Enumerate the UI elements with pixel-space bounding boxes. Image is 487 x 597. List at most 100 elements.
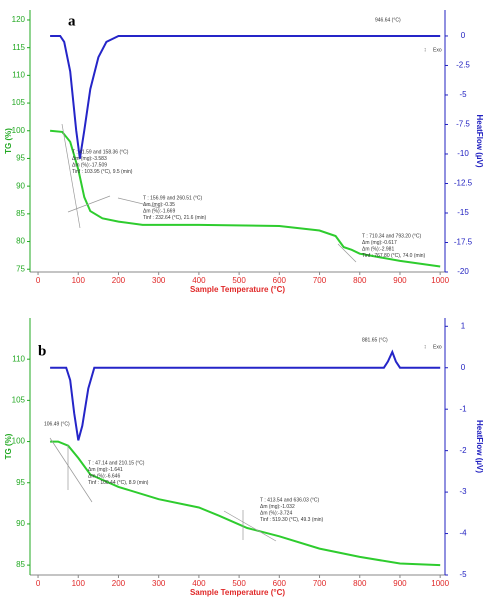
x-tick-label: 800 (353, 276, 367, 285)
tangent-line (67, 195, 111, 213)
exo-icon: ↕ (424, 345, 427, 351)
annotation: Tinf : 232.64 (°C), 21.6 (min) (143, 215, 207, 221)
series-line (50, 129, 441, 268)
series-line (50, 440, 441, 567)
x-tick-label: 900 (393, 579, 407, 588)
x-tick-label: 200 (112, 276, 126, 285)
y-tick-label: 95 (16, 478, 25, 487)
annotation: Δm (mg):-1.032 (260, 504, 295, 510)
y-tick-label: 75 (16, 264, 25, 273)
annotation: Δm (%):-6.646 (88, 473, 120, 479)
x-tick-label: 1000 (431, 579, 449, 588)
x-tick-label: 400 (192, 579, 206, 588)
annotation: 106.49 (°C) (44, 421, 70, 427)
annotation: T : 47.14 and 210.15 (°C) (88, 460, 145, 466)
annotation: Δm (mg):-0.617 (362, 240, 397, 246)
y-tick-label: 115 (12, 43, 25, 52)
y-axis-title: TG (%) (4, 128, 13, 154)
y-tick-label: 85 (16, 560, 25, 569)
y2-tick-label: -2 (459, 446, 467, 455)
x-tick-label: 600 (273, 579, 287, 588)
y-tick-label: 100 (12, 126, 26, 135)
x-axis-title: Sample Temperature (°C) (190, 285, 285, 294)
annotation: Δm (mg):-0.35 (143, 202, 175, 208)
y2-tick-label: -5 (459, 90, 467, 99)
annotation: Tinf : 103.95 (°C), 9.5 (min) (72, 169, 133, 175)
y-tick-label: 90 (16, 519, 25, 528)
x-tick-label: 500 (232, 276, 246, 285)
y2-tick-label: -5 (459, 570, 467, 579)
y-axis-title: TG (%) (4, 433, 13, 459)
y2-tick-label: -17.5 (454, 238, 473, 247)
tangent-line (49, 437, 93, 503)
annotation: Δm (%):-1.669 (143, 208, 175, 214)
x-tick-label: 300 (152, 579, 166, 588)
x-tick-label: 0 (36, 276, 41, 285)
x-tick-label: 300 (152, 276, 166, 285)
annotation: T : 156.99 and 260.51 (°C) (143, 195, 203, 201)
y2-tick-label: -20 (457, 267, 469, 276)
y2-axis-title: HeatFlow (µV) (475, 114, 484, 167)
y2-tick-label: -3 (459, 487, 467, 496)
y-tick-label: 110 (12, 354, 25, 363)
annotation: Δm (%):-17.509 (72, 162, 107, 168)
y2-tick-label: 0 (461, 363, 466, 372)
annotation: Δm (mg):-3.583 (72, 156, 107, 162)
series-line (50, 35, 441, 159)
annotation: Tinf : 100.44 (°C), 8.9 (min) (88, 480, 149, 486)
annotation: T : 710.34 and 793.20 (°C) (362, 233, 422, 239)
y2-axis-title: HeatFlow (µV) (475, 420, 484, 473)
x-tick-label: 1000 (431, 276, 449, 285)
exo-icon: ↕ (424, 48, 427, 54)
x-tick-label: 200 (112, 579, 126, 588)
x-tick-label: 0 (36, 579, 41, 588)
y-tick-label: 105 (12, 98, 26, 107)
y2-tick-label: -1 (459, 404, 467, 413)
y-tick-label: 105 (12, 395, 26, 404)
y-tick-label: 95 (16, 154, 25, 163)
exo-label: Exo (433, 47, 442, 53)
annotation: Δm (mg):-1.641 (88, 467, 123, 473)
y-tick-label: 110 (12, 70, 25, 79)
y-tick-label: 90 (16, 181, 25, 190)
panel-label: b (38, 343, 46, 359)
y2-tick-label: -2.5 (456, 61, 470, 70)
y2-tick-label: -12.5 (454, 179, 473, 188)
annotation: Tinf : 767.80 (°C), 74.0 (min) (362, 253, 426, 259)
annotation: Δm (%):-3.724 (260, 510, 292, 516)
tangent-line (223, 510, 277, 542)
y-tick-label: 85 (16, 209, 25, 218)
y-tick-label: 80 (16, 237, 25, 246)
annotation: T : 41.59 and 158.36 (°C) (72, 149, 129, 155)
series-line (50, 349, 441, 441)
x-tick-label: 400 (192, 276, 206, 285)
tangent-line (61, 123, 81, 229)
y2-tick-label: 0 (461, 31, 466, 40)
annotation: 946.64 (°C) (375, 17, 401, 23)
x-axis-title: Sample Temperature (°C) (190, 588, 285, 597)
tangent-line (337, 243, 357, 263)
y2-tick-label: -10 (457, 149, 469, 158)
annotation: Tinf : 519.30 (°C), 49.3 (min) (260, 517, 324, 523)
x-tick-label: 100 (72, 579, 86, 588)
x-tick-label: 900 (393, 276, 407, 285)
y-tick-label: 100 (12, 437, 26, 446)
exo-label: Exo (433, 344, 442, 350)
x-tick-label: 500 (232, 579, 246, 588)
y2-tick-label: 1 (461, 321, 466, 330)
annotation: 881.65 (°C) (362, 337, 388, 343)
y-tick-label: 120 (12, 15, 26, 24)
tangent-line (117, 197, 161, 209)
x-tick-label: 700 (313, 579, 327, 588)
x-tick-label: 600 (273, 276, 287, 285)
y2-tick-label: -15 (457, 208, 469, 217)
y2-tick-label: -4 (459, 529, 467, 538)
panel-label: a (68, 13, 76, 29)
annotation: Δm (%):-2.981 (362, 246, 394, 252)
annotation: T : 413.54 and 636.03 (°C) (260, 497, 320, 503)
y2-tick-label: -7.5 (456, 120, 470, 129)
x-tick-label: 800 (353, 579, 367, 588)
x-tick-label: 100 (72, 276, 86, 285)
x-tick-label: 700 (313, 276, 327, 285)
